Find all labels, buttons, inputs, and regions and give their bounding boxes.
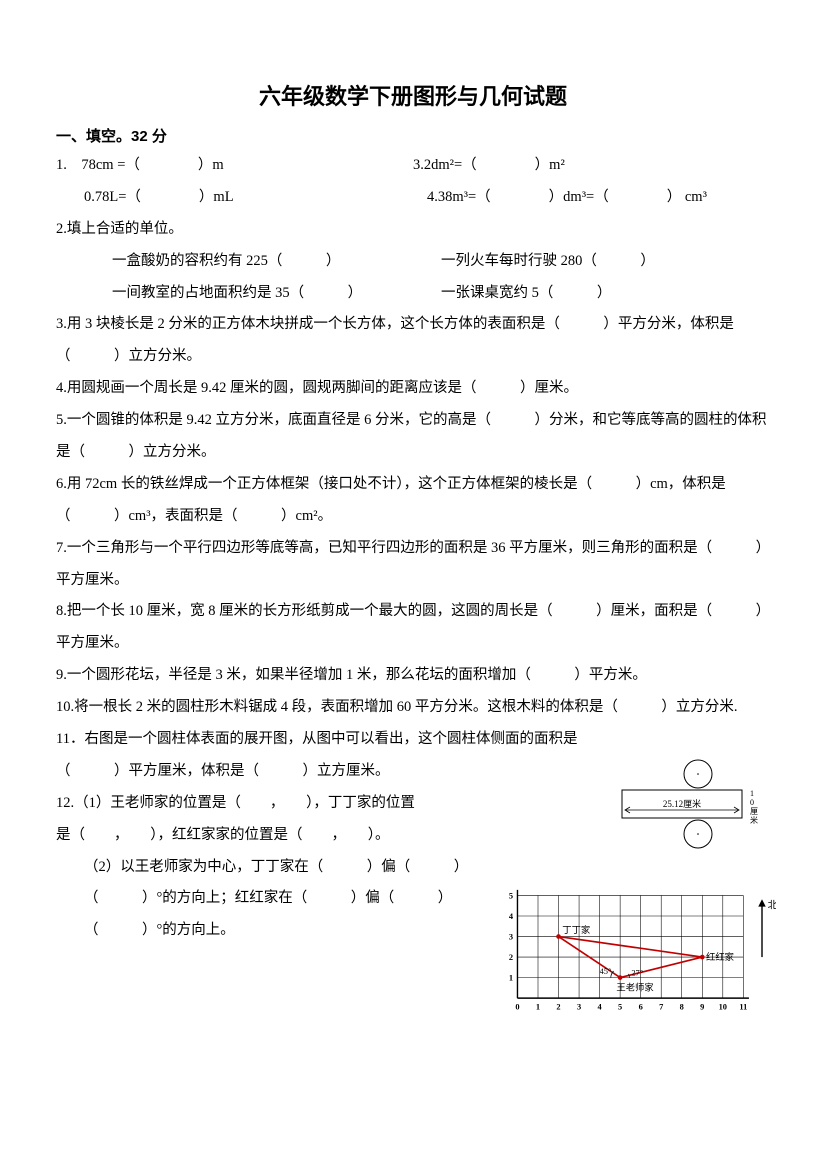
q1d: 4.38m³=（ ）dm³=（ ） cm³ (427, 182, 770, 214)
q1a: 1. 78cm =（ ）m (56, 150, 413, 182)
q7: 7.一个三角形与一个平行四边形等底等高，已知平行四边形的面积是 36 平方厘米，… (56, 533, 770, 597)
svg-text:27°: 27° (631, 969, 643, 978)
svg-text:2: 2 (556, 1002, 560, 1011)
svg-text:5: 5 (509, 891, 513, 900)
svg-text:丁丁家: 丁丁家 (562, 924, 590, 936)
q8: 8.把一个长 10 厘米，宽 8 厘米的长方形纸剪成一个最大的圆，这圆的周长是（… (56, 596, 770, 660)
svg-text:25.12厘米: 25.12厘米 (663, 798, 701, 809)
svg-text:北: 北 (768, 900, 776, 912)
q10: 10.将一根长 2 米的圆柱形木料锯成 4 段，表面积增加 60 平方分米。这根… (56, 692, 770, 724)
q2-head: 2.填上合适的单位。 (56, 214, 770, 246)
svg-text:2: 2 (509, 953, 513, 962)
page-title: 六年级数学下册图形与几何试题 (56, 80, 770, 113)
svg-text:4: 4 (598, 1002, 603, 1011)
q9: 9.一个圆形花坛，半径是 3 米，如果半径增加 1 米，那么花坛的面积增加（ ）… (56, 660, 770, 692)
svg-text:6: 6 (639, 1002, 643, 1011)
svg-text:3: 3 (577, 1002, 581, 1011)
q6: 6.用 72cm 长的铁丝焊成一个正方体框架（接口处不计），这个正方体框架的棱长… (56, 469, 770, 533)
q12-l3: （2）以王老师家为中心，丁丁家在（ ）偏（ ） (56, 852, 770, 884)
svg-text:0: 0 (750, 798, 754, 807)
svg-text:11: 11 (739, 1002, 747, 1011)
q1b: 3.2dm²=（ ）m² (413, 150, 770, 182)
coordinate-grid-figure: 0123456789101112345丁丁家红红家王老师家45°27°北 (496, 888, 776, 1028)
cylinder-net-figure: 25.12厘米 10厘米 (610, 754, 770, 854)
q4: 4.用圆规画一个周长是 9.42 厘米的圆，圆规两脚间的距离应该是（ ）厘米。 (56, 373, 770, 405)
q1-row1: 1. 78cm =（ ）m 3.2dm²=（ ）m² (56, 150, 770, 182)
q2-row1: 一盒酸奶的容积约有 225（ ） 一列火车每时行驶 280（ ） (56, 246, 770, 278)
svg-text:10: 10 (719, 1002, 727, 1011)
svg-text:王老师家: 王老师家 (616, 982, 653, 994)
section-1-heading: 一、填空。32 分 (56, 123, 770, 150)
svg-text:5: 5 (618, 1002, 622, 1011)
q2c: 一间教室的占地面积约是 35（ ） (112, 278, 441, 310)
svg-text:红红家: 红红家 (706, 951, 734, 963)
q2d: 一张课桌宽约 5（ ） (441, 278, 770, 310)
svg-text:1: 1 (536, 1002, 540, 1011)
svg-text:9: 9 (700, 1002, 704, 1011)
grid-svg: 0123456789101112345丁丁家红红家王老师家45°27°北 (496, 888, 776, 1028)
svg-text:7: 7 (659, 1002, 663, 1011)
q1c: 0.78L=（ ）mL (84, 182, 427, 214)
q2a: 一盒酸奶的容积约有 225（ ） (112, 246, 441, 278)
cylinder-svg: 25.12厘米 10厘米 (610, 754, 770, 854)
svg-text:4: 4 (509, 912, 514, 921)
svg-text:45°: 45° (600, 967, 612, 976)
svg-text:厘: 厘 (750, 807, 758, 816)
q2-row2: 一间教室的占地面积约是 35（ ） 一张课桌宽约 5（ ） (56, 278, 770, 310)
svg-text:米: 米 (750, 815, 758, 825)
q3: 3.用 3 块棱长是 2 分米的正方体木块拼成一个长方体，这个长方体的表面积是（… (56, 309, 770, 373)
svg-text:1: 1 (750, 789, 754, 798)
svg-text:0: 0 (515, 1002, 519, 1011)
svg-text:1: 1 (509, 973, 513, 982)
q1-row2: 0.78L=（ ）mL 4.38m³=（ ）dm³=（ ） cm³ (56, 182, 770, 214)
q2b: 一列火车每时行驶 280（ ） (441, 246, 770, 278)
svg-text:3: 3 (509, 932, 513, 941)
svg-text:8: 8 (680, 1002, 684, 1011)
q5: 5.一个圆锥的体积是 9.42 立方分米，底面直径是 6 分米，它的高是（ ）分… (56, 405, 770, 469)
